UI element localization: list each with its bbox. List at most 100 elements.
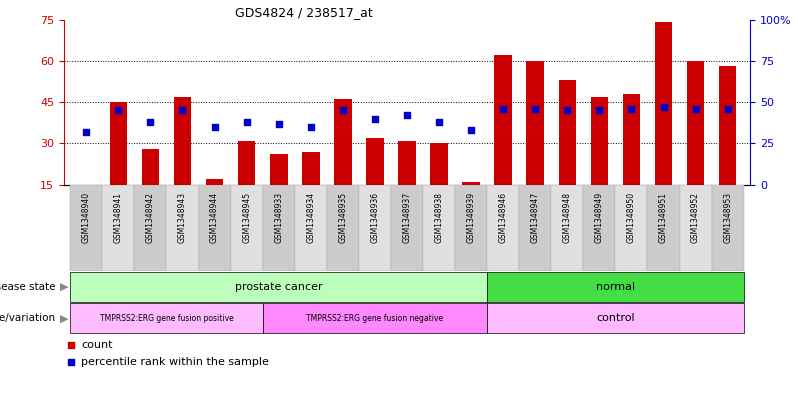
Text: GSM1348934: GSM1348934 bbox=[306, 192, 315, 243]
Bar bbox=[70, 272, 487, 302]
Point bbox=[304, 124, 317, 130]
Bar bbox=[615, 185, 647, 271]
Text: disease state: disease state bbox=[0, 282, 56, 292]
Bar bbox=[70, 185, 102, 271]
Text: count: count bbox=[81, 340, 113, 350]
Bar bbox=[423, 185, 455, 271]
Point bbox=[625, 106, 638, 112]
Bar bbox=[174, 97, 192, 185]
Bar bbox=[712, 185, 744, 271]
Bar bbox=[527, 61, 544, 185]
Point bbox=[497, 106, 510, 112]
Bar bbox=[487, 272, 744, 302]
Bar bbox=[487, 303, 744, 333]
Point bbox=[208, 124, 221, 130]
Point bbox=[337, 107, 350, 114]
Text: GSM1348943: GSM1348943 bbox=[178, 192, 187, 243]
Bar bbox=[231, 185, 263, 271]
Point bbox=[240, 119, 253, 125]
Text: prostate cancer: prostate cancer bbox=[235, 282, 322, 292]
Bar bbox=[270, 154, 287, 185]
Bar bbox=[391, 185, 423, 271]
Bar bbox=[519, 185, 551, 271]
Bar bbox=[622, 94, 640, 185]
Bar bbox=[167, 185, 199, 271]
Text: GSM1348939: GSM1348939 bbox=[467, 192, 476, 243]
Text: GSM1348947: GSM1348947 bbox=[531, 192, 539, 243]
Bar bbox=[455, 185, 487, 271]
Bar bbox=[294, 185, 327, 271]
Text: GSM1348952: GSM1348952 bbox=[691, 192, 700, 242]
Bar bbox=[263, 303, 487, 333]
Point bbox=[433, 119, 445, 125]
Text: GSM1348941: GSM1348941 bbox=[114, 192, 123, 242]
Point bbox=[529, 106, 542, 112]
Point bbox=[401, 112, 413, 119]
Point bbox=[80, 129, 93, 135]
Text: GSM1348950: GSM1348950 bbox=[627, 192, 636, 243]
Bar bbox=[359, 185, 391, 271]
Text: GSM1348945: GSM1348945 bbox=[242, 192, 251, 243]
Point bbox=[112, 107, 124, 114]
Text: GSM1348938: GSM1348938 bbox=[435, 192, 444, 242]
Point bbox=[369, 116, 381, 122]
Point bbox=[65, 342, 77, 348]
Bar bbox=[134, 185, 167, 271]
Text: GSM1348953: GSM1348953 bbox=[723, 192, 733, 243]
Bar bbox=[654, 22, 673, 185]
Text: control: control bbox=[596, 313, 634, 323]
Text: percentile rank within the sample: percentile rank within the sample bbox=[81, 357, 269, 367]
Bar bbox=[327, 185, 359, 271]
Point bbox=[657, 104, 670, 110]
Text: TMPRSS2:ERG gene fusion negative: TMPRSS2:ERG gene fusion negative bbox=[306, 314, 444, 323]
Text: GSM1348937: GSM1348937 bbox=[402, 192, 412, 243]
Bar bbox=[680, 185, 712, 271]
Text: TMPRSS2:ERG gene fusion positive: TMPRSS2:ERG gene fusion positive bbox=[100, 314, 233, 323]
Point bbox=[689, 106, 702, 112]
Bar bbox=[591, 97, 608, 185]
Point bbox=[593, 107, 606, 114]
Text: GSM1348951: GSM1348951 bbox=[659, 192, 668, 242]
Bar bbox=[109, 102, 127, 185]
Bar bbox=[462, 182, 480, 185]
Text: GSM1348944: GSM1348944 bbox=[210, 192, 219, 243]
Text: GSM1348935: GSM1348935 bbox=[338, 192, 347, 243]
Point bbox=[721, 106, 734, 112]
Text: GSM1348948: GSM1348948 bbox=[563, 192, 572, 242]
Bar bbox=[366, 138, 384, 185]
Bar bbox=[334, 99, 352, 185]
Bar bbox=[141, 149, 160, 185]
Text: normal: normal bbox=[596, 282, 635, 292]
Bar bbox=[398, 141, 416, 185]
Bar bbox=[559, 80, 576, 185]
Text: GSM1348936: GSM1348936 bbox=[370, 192, 379, 243]
Bar bbox=[199, 185, 231, 271]
Bar bbox=[487, 185, 519, 271]
Bar bbox=[687, 61, 705, 185]
Text: genotype/variation: genotype/variation bbox=[0, 313, 56, 323]
Text: ▶: ▶ bbox=[60, 282, 69, 292]
Point bbox=[272, 121, 285, 127]
Bar bbox=[583, 185, 615, 271]
Point bbox=[561, 107, 574, 114]
Text: GSM1348946: GSM1348946 bbox=[499, 192, 508, 243]
Text: GSM1348933: GSM1348933 bbox=[275, 192, 283, 243]
Point bbox=[176, 107, 189, 114]
Text: GSM1348949: GSM1348949 bbox=[595, 192, 604, 243]
Bar bbox=[102, 185, 134, 271]
Bar bbox=[495, 55, 512, 185]
Text: GSM1348940: GSM1348940 bbox=[81, 192, 91, 243]
Bar bbox=[238, 141, 255, 185]
Point bbox=[65, 359, 77, 365]
Bar bbox=[206, 179, 223, 185]
Text: GSM1348942: GSM1348942 bbox=[146, 192, 155, 242]
Bar bbox=[70, 303, 263, 333]
Bar bbox=[719, 66, 737, 185]
Bar bbox=[430, 143, 448, 185]
Point bbox=[464, 127, 477, 133]
Bar bbox=[551, 185, 583, 271]
Bar bbox=[263, 185, 294, 271]
Point bbox=[144, 119, 157, 125]
Bar bbox=[647, 185, 680, 271]
Text: GDS4824 / 238517_at: GDS4824 / 238517_at bbox=[235, 6, 373, 19]
